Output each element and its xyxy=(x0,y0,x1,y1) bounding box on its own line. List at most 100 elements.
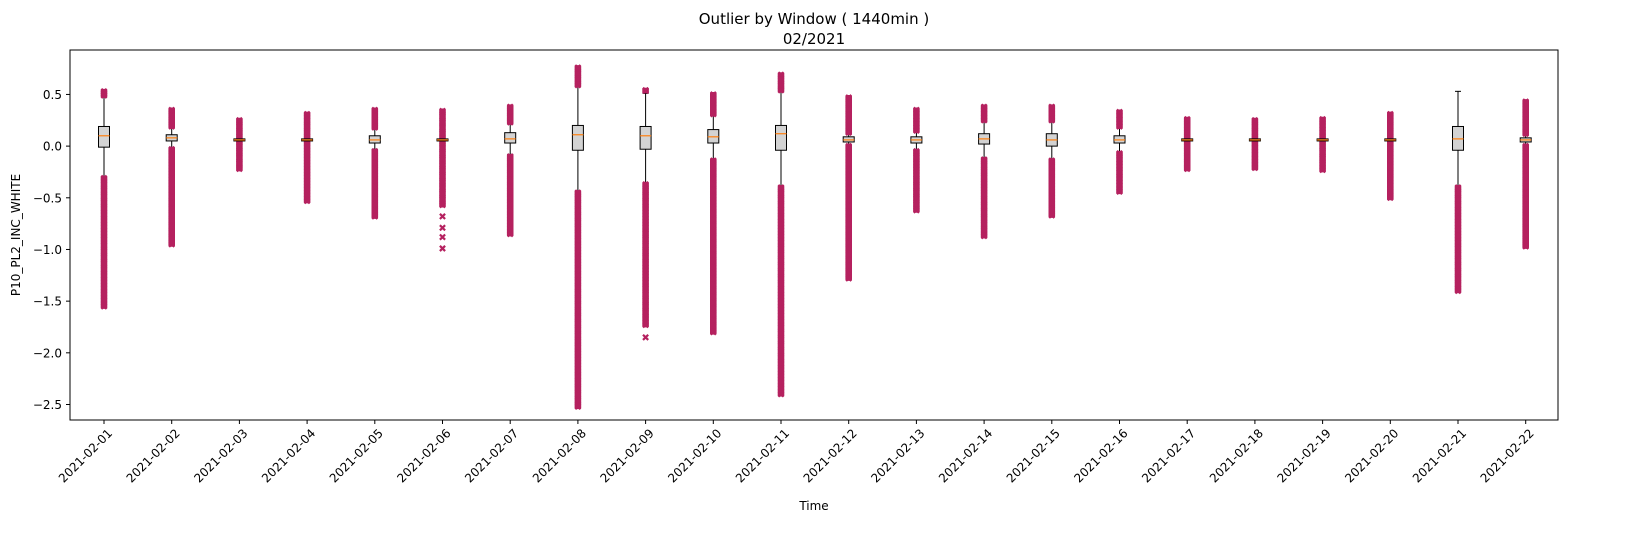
outliers-low-marker xyxy=(1183,154,1191,162)
outliers-low-marker xyxy=(168,211,176,218)
outliers-low-marker xyxy=(100,241,108,249)
outliers-low-marker xyxy=(168,193,176,201)
outliers-low-marker xyxy=(100,284,108,292)
outliers-low-marker xyxy=(1454,250,1462,258)
outliers-low-marker xyxy=(168,181,176,189)
outliers-low-marker xyxy=(980,167,988,175)
outliers-low-marker xyxy=(371,195,379,203)
outliers-low-marker xyxy=(1251,151,1259,158)
outliers-low-marker xyxy=(303,179,311,187)
outliers-low-marker xyxy=(574,385,582,393)
outliers-low-marker xyxy=(439,184,446,192)
outliers-high-marker xyxy=(439,113,446,120)
outliers-low-marker xyxy=(1183,148,1191,156)
box-2021-02-14 xyxy=(978,103,991,240)
x-tick-label: 2021-02-08 xyxy=(530,426,589,485)
outliers-low-marker xyxy=(777,287,785,295)
x-axis-label: Time xyxy=(798,499,828,513)
outliers-high-marker xyxy=(1116,123,1123,130)
outliers-low-marker xyxy=(506,230,514,238)
outliers-low-marker xyxy=(574,236,582,244)
outliers-low-marker xyxy=(777,342,785,349)
outliers-high-marker xyxy=(303,123,311,130)
x-tick-label: 2021-02-03 xyxy=(191,426,250,485)
box-2021-02-11 xyxy=(775,71,787,398)
outliers-high-marker xyxy=(236,116,243,124)
outliers-high-marker xyxy=(845,111,853,119)
outliers-high-marker xyxy=(1183,115,1191,123)
outliers-low-marker xyxy=(439,195,446,203)
outliers-low-marker xyxy=(303,185,311,193)
outliers-high-marker xyxy=(845,123,853,131)
outliers-low-marker xyxy=(709,163,717,170)
outliers-high-marker xyxy=(506,113,514,121)
outliers-low-marker xyxy=(574,290,582,298)
outliers-low-marker xyxy=(777,226,785,234)
x-tick-label: 2021-02-07 xyxy=(462,426,521,485)
outliers-low-marker xyxy=(709,228,717,235)
outliers-high-marker xyxy=(168,106,176,114)
outliers-high-marker xyxy=(913,106,920,114)
outliers-low-marker xyxy=(777,305,785,313)
outliers-low-marker xyxy=(642,199,649,207)
outliers-low-marker xyxy=(1048,199,1056,207)
outliers-low-marker xyxy=(506,194,514,202)
outliers-low-marker xyxy=(913,206,920,214)
outliers-low-marker xyxy=(1116,162,1123,170)
outliers-low-marker xyxy=(100,266,108,274)
outliers-low-marker xyxy=(1522,166,1530,174)
outliers-low-marker xyxy=(1522,201,1530,209)
outliers-low-marker xyxy=(642,315,649,323)
outliers-low-marker xyxy=(1522,237,1530,244)
outliers-high-marker xyxy=(1386,129,1394,137)
outliers-high-marker xyxy=(1522,111,1530,118)
outliers-low-marker xyxy=(777,250,785,258)
outliers-low-marker xyxy=(303,173,311,181)
outliers-low-marker xyxy=(439,178,446,186)
outliers-low-marker xyxy=(709,316,717,324)
outliers-high-marker xyxy=(303,116,311,124)
outliers-low-marker xyxy=(709,281,717,289)
outliers-low-marker xyxy=(642,193,649,200)
outliers-low-marker xyxy=(574,224,582,232)
outliers-high-marker xyxy=(980,110,988,117)
outliers-high-marker xyxy=(845,94,853,101)
outliers-low-marker xyxy=(168,145,176,153)
y-axis-label: P10_PL2_INC_WHITE xyxy=(9,174,23,296)
outliers-low-marker xyxy=(642,235,649,243)
outliers-low-marker xyxy=(1386,169,1394,176)
outliers-high-marker xyxy=(168,112,176,119)
box-2021-02-10 xyxy=(707,91,720,336)
outliers-low-marker xyxy=(1251,164,1259,172)
outliers-low-marker xyxy=(980,220,988,228)
outlier-point xyxy=(439,245,446,252)
chart-title-line1: Outlier by Window ( 1440min ) xyxy=(699,10,929,28)
outliers-low-marker xyxy=(574,391,582,399)
outliers-low-marker xyxy=(777,196,785,203)
outliers-low-marker xyxy=(1522,219,1530,227)
outliers-low-marker xyxy=(1183,143,1191,150)
outliers-high-marker xyxy=(1522,123,1530,131)
outliers-low-marker xyxy=(1386,156,1394,164)
outliers-high-marker xyxy=(439,124,446,132)
outliers-low-marker xyxy=(574,278,582,286)
outliers-low-marker xyxy=(777,354,785,362)
outliers-low-marker xyxy=(777,384,785,392)
outliers-high-marker xyxy=(1319,122,1326,130)
outliers-low-marker xyxy=(709,204,717,212)
box-2021-02-13 xyxy=(910,106,923,214)
outliers-low-marker xyxy=(168,187,176,195)
outliers-low-marker xyxy=(1454,184,1462,191)
outliers-low-marker xyxy=(574,361,582,369)
outliers-low-marker xyxy=(777,214,785,222)
outliers-low-marker xyxy=(913,200,920,208)
outliers-low-marker xyxy=(845,184,853,192)
outliers-low-marker xyxy=(574,296,582,303)
outliers-low-marker xyxy=(371,207,379,214)
outliers-low-marker xyxy=(709,157,717,164)
outliers-high-marker xyxy=(709,91,717,98)
outliers-low-marker xyxy=(642,321,649,329)
outliers-low-marker xyxy=(371,213,379,220)
outliers-low-marker xyxy=(574,266,582,274)
outliers-low-marker xyxy=(574,207,582,214)
